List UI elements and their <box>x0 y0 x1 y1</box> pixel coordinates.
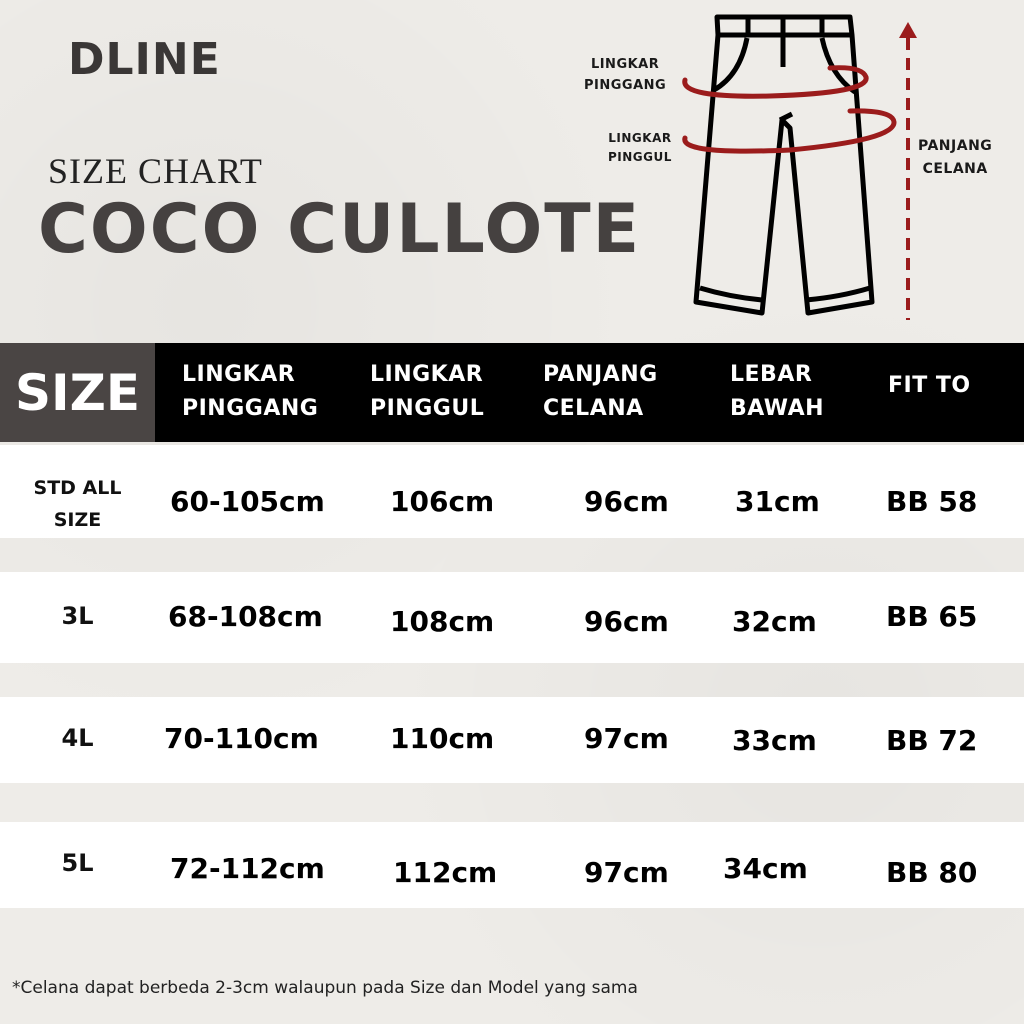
table-cell: 72-112cm <box>170 852 325 885</box>
table-cell: 32cm <box>732 605 817 638</box>
size-cell: STD ALL SIZE <box>33 477 122 531</box>
header-hip: LINGKAR PINGGUL <box>370 362 485 421</box>
table-cell: 68-108cm <box>168 600 323 633</box>
table-cell: 96cm <box>584 605 669 638</box>
table-cell: 60-105cm <box>170 485 325 518</box>
table-header <box>0 343 1024 442</box>
table-cell: 97cm <box>584 856 669 889</box>
table-cell: 70-110cm <box>164 722 319 755</box>
table-cell: BB 80 <box>886 856 978 889</box>
table-row <box>0 572 1024 663</box>
table-cell: 97cm <box>584 722 669 755</box>
table-row <box>0 445 1024 538</box>
table-cell: 33cm <box>732 724 817 757</box>
size-cell: 3L <box>61 601 94 630</box>
brand-logo: DLINE <box>68 34 221 85</box>
table-cell: 110cm <box>390 722 495 755</box>
table-cell: 106cm <box>390 485 495 518</box>
pants-outline <box>693 14 875 316</box>
table-cell: BB 72 <box>886 724 978 757</box>
measure-rings <box>682 65 897 154</box>
table-cell: BB 65 <box>886 600 978 633</box>
table-cell: 96cm <box>584 485 669 518</box>
header-hem: LEBAR BAWAH <box>730 362 825 421</box>
page-title: COCO CULLOTE <box>38 190 642 269</box>
length-label: PANJANG CELANA <box>918 138 993 177</box>
size-cell: 4L <box>61 724 94 752</box>
footnote: *Celana dapat berbeda 2-3cm walaupun pad… <box>12 978 638 998</box>
pants-diagram <box>682 14 917 320</box>
table-row <box>0 822 1024 908</box>
table-cell: 31cm <box>735 485 820 518</box>
size-cell: 5L <box>61 849 94 877</box>
header-waist: LINGKAR PINGGANG <box>182 362 319 421</box>
header-fit: FIT TO <box>888 373 971 398</box>
arrow-head-icon <box>899 22 917 38</box>
subtitle: SIZE CHART <box>48 151 263 191</box>
hip-label: LINGKAR PINGGUL <box>608 131 672 164</box>
waist-label: LINGKAR PINGGANG <box>584 57 667 93</box>
table-cell: 108cm <box>390 605 495 638</box>
table-cell: BB 58 <box>886 485 978 518</box>
header-length: PANJANG CELANA <box>543 362 658 421</box>
table-cell: 112cm <box>393 856 498 889</box>
size-header: SIZE <box>0 343 155 442</box>
table-cell: 34cm <box>723 852 808 885</box>
table-row <box>0 697 1024 783</box>
